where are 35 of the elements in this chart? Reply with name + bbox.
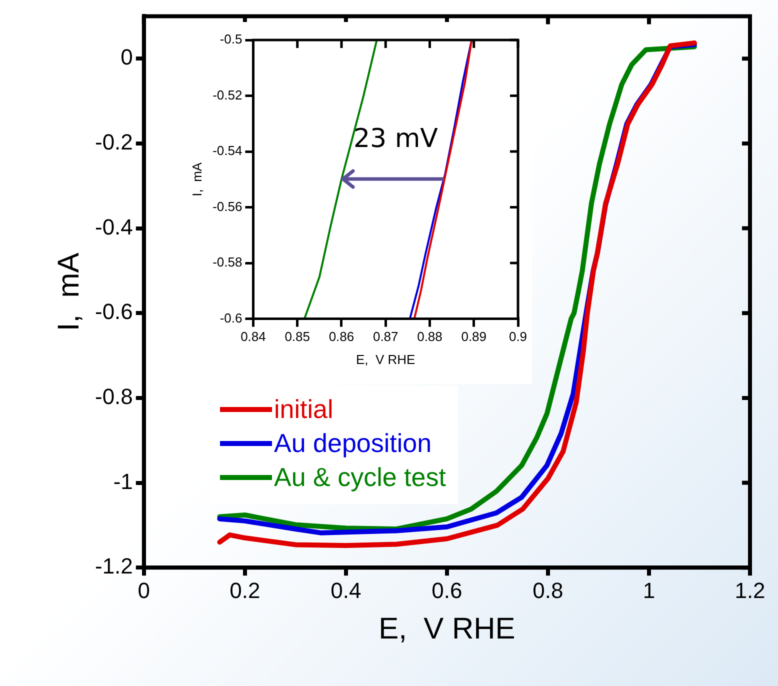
y-tick-label: -0.52 <box>212 87 242 102</box>
y-tick-label: -1 <box>113 468 133 494</box>
y-tick-label: -0.4 <box>94 214 133 240</box>
y-tick-label: -1.2 <box>94 554 133 579</box>
x-tick-label: 0.85 <box>284 329 310 344</box>
x-tick-label: 0.2 <box>230 578 260 603</box>
y-tick-label: -0.8 <box>94 384 133 409</box>
x-tick-label: 0.87 <box>372 329 398 344</box>
x-tick-label: 0.8 <box>532 578 564 603</box>
legend-label: Au & cycle test <box>274 461 446 494</box>
y-tick-label: -0.54 <box>212 143 242 158</box>
x-tick-label: 1 <box>642 578 656 603</box>
x-tick-label: 0.89 <box>461 329 487 344</box>
x-tick-label: 0.86 <box>328 329 354 344</box>
y-tick-label: -0.5 <box>220 32 242 47</box>
y-tick-label: -0.56 <box>212 198 242 214</box>
legend-label: initial <box>274 393 334 426</box>
y-tick-label: -0.6 <box>94 299 133 324</box>
y-tick-label: -0.6 <box>220 310 242 326</box>
x-tick-label: 0.88 <box>417 329 442 344</box>
y-axis-title: I, mA <box>52 252 86 332</box>
y-tick-label: -0.58 <box>212 254 242 270</box>
x-axis-title: E, V RHE <box>356 352 416 367</box>
x-tick-label: 0.9 <box>508 329 528 344</box>
x-axis-title: E, V RHE <box>378 612 516 646</box>
legend-label: Au deposition <box>274 427 432 460</box>
x-tick-label: 0.4 <box>330 578 362 603</box>
y-tick-label: -0.2 <box>94 130 133 155</box>
y-axis-title: I, mA <box>189 162 204 196</box>
y-tick-label: 0 <box>120 44 133 70</box>
x-tick-label: 0.84 <box>240 329 266 344</box>
annotation: 23 mV <box>353 124 438 154</box>
x-tick-label: 1.2 <box>734 578 766 603</box>
x-tick-label: 0.6 <box>432 578 462 603</box>
x-tick-label: 0 <box>138 578 150 603</box>
